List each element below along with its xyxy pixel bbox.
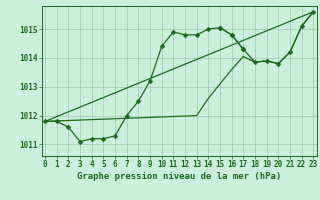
X-axis label: Graphe pression niveau de la mer (hPa): Graphe pression niveau de la mer (hPa) bbox=[77, 172, 281, 181]
